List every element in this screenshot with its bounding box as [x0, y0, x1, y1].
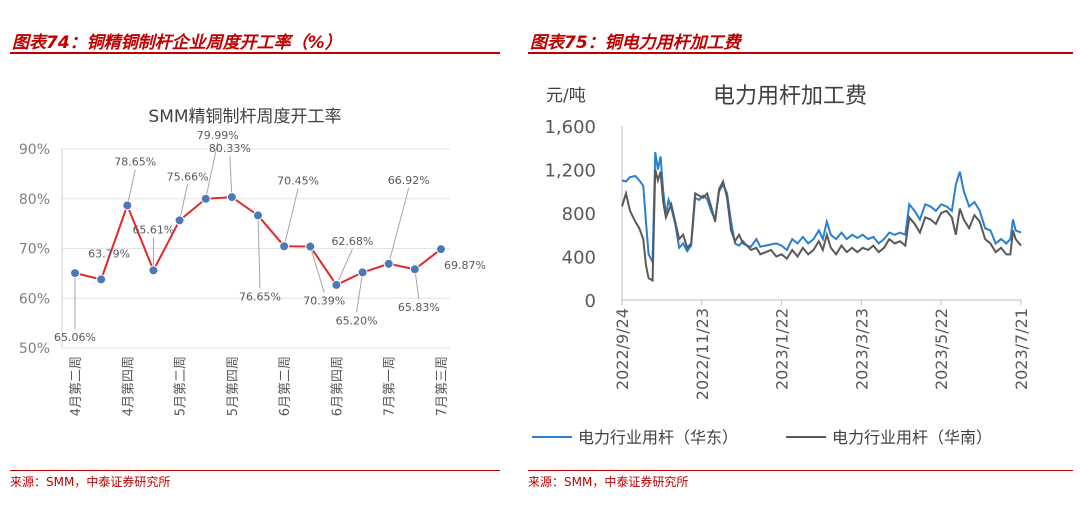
y-tick-label: 80%	[19, 192, 50, 208]
y-tick-label: 70%	[19, 242, 50, 258]
right-figure-title: 图表75：铜电力用杆加工费	[530, 33, 741, 53]
data-label: 63.79%	[88, 247, 130, 260]
label-leader-line	[388, 187, 410, 264]
data-point	[148, 265, 159, 276]
x-tick-label: 5月第二周	[174, 356, 189, 416]
label-leader-line	[229, 156, 233, 198]
data-label: 70.39%	[303, 295, 345, 308]
data-label: 66.92%	[388, 174, 430, 187]
data-label: 65.06%	[54, 331, 96, 344]
data-point	[70, 268, 80, 279]
data-label: 78.65%	[114, 155, 156, 168]
right-source-note: 来源：SMM，中泰证券研究所	[528, 475, 689, 489]
data-point	[409, 264, 420, 275]
data-label: 75.66%	[167, 170, 209, 183]
y-tick-label: 60%	[19, 291, 50, 307]
right-title-rule	[528, 52, 1073, 54]
data-point	[383, 258, 394, 269]
data-point	[357, 267, 368, 278]
x-tick-label: 7月第一周	[383, 356, 398, 416]
right-bottom-rule	[528, 470, 1073, 471]
data-point	[96, 274, 107, 285]
label-leader-line	[205, 142, 219, 199]
label-leader-line	[335, 248, 353, 286]
data-label: 69.87%	[444, 259, 486, 272]
x-tick-label: 6月第四周	[330, 356, 345, 416]
x-tick-label: 4月第二周	[69, 356, 84, 416]
data-point	[122, 200, 133, 211]
data-label: 65.83%	[398, 301, 440, 314]
left-source-note: 来源：SMM，中泰证券研究所	[10, 475, 171, 489]
data-label: 80.33%	[209, 142, 251, 155]
label-leader-line	[179, 184, 189, 221]
data-point	[279, 241, 290, 252]
left-figure-title: 图表74：铜精铜制杆企业周度开工率（%）	[12, 33, 342, 53]
x-tick-label: 4月第四周	[121, 356, 136, 416]
chart-title: SMM精铜制杆周度开工率	[148, 107, 341, 127]
x-tick-label: 6月第二周	[278, 356, 293, 416]
y-tick-label: 90%	[19, 142, 50, 158]
left-bottom-rule	[10, 470, 500, 471]
x-tick-label: 5月第四周	[226, 356, 241, 416]
label-leader-line	[126, 169, 136, 206]
data-label: 65.20%	[336, 314, 378, 327]
data-point	[200, 193, 211, 204]
data-label: 70.45%	[277, 174, 319, 187]
x-tick-label: 7月第三周	[435, 356, 450, 416]
label-leader-line	[309, 246, 325, 293]
y-tick-label: 50%	[19, 341, 50, 357]
data-point	[226, 192, 237, 203]
data-point	[331, 279, 342, 290]
data-point	[436, 244, 446, 255]
label-leader-line	[356, 272, 364, 313]
data-label: 62.68%	[331, 235, 373, 248]
utilization-series-line	[74, 196, 442, 287]
data-point	[253, 210, 263, 221]
left-title-rule	[10, 52, 500, 54]
data-label: 65.61%	[132, 223, 174, 236]
data-label: 79.99%	[197, 129, 239, 142]
data-label: 76.65%	[239, 290, 281, 303]
data-point	[174, 215, 185, 226]
label-leader-line	[257, 215, 261, 289]
label-leader-line	[414, 269, 420, 300]
label-leader-line	[283, 188, 299, 247]
data-point	[305, 241, 316, 252]
